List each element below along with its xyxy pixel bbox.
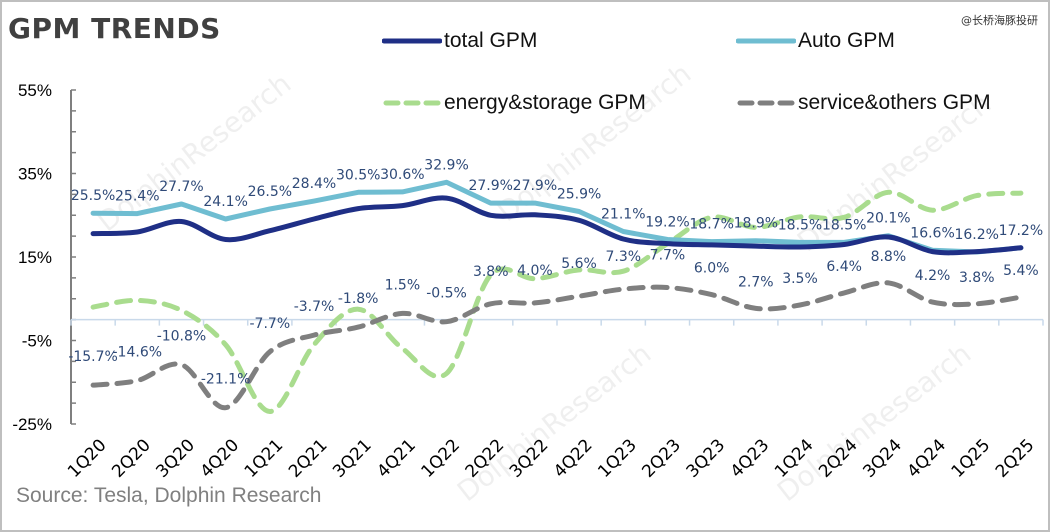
data-label-auto-gpm: 18.9% bbox=[734, 216, 778, 232]
x-tick-label: 2Q23 bbox=[638, 435, 685, 482]
x-tick-label: 2Q21 bbox=[285, 435, 332, 482]
data-label-auto-gpm: 30.6% bbox=[380, 167, 424, 183]
data-label-service-others-gpm: -0.5% bbox=[426, 286, 467, 302]
data-label-auto-gpm: 25.4% bbox=[115, 189, 159, 205]
legend-label: service&others GPM bbox=[798, 91, 991, 114]
data-label-service-others-gpm: 3.8% bbox=[473, 264, 509, 280]
watermark-text: DolphinResearch bbox=[771, 337, 977, 508]
data-label-auto-gpm: 16.2% bbox=[954, 227, 998, 243]
legend-item-energy-storage-gpm: energy&storage GPM bbox=[382, 91, 646, 115]
credit-text: @长桥海豚投研 bbox=[961, 14, 1038, 27]
data-label-service-others-gpm: -14.6% bbox=[113, 345, 163, 361]
y-tick-label: 55% bbox=[18, 81, 52, 100]
data-label-auto-gpm: 19.2% bbox=[645, 214, 689, 230]
data-label-auto-gpm: 16.6% bbox=[910, 225, 954, 241]
x-tick-label: 3Q20 bbox=[152, 435, 199, 482]
data-label-auto-gpm: 27.7% bbox=[159, 179, 203, 195]
data-label-auto-gpm: 18.5% bbox=[778, 217, 822, 233]
legend-item-service-others-gpm: service&others GPM bbox=[736, 91, 991, 115]
data-label-service-others-gpm: -10.8% bbox=[157, 329, 207, 345]
data-label-auto-gpm: 30.5% bbox=[336, 167, 380, 183]
data-label-service-others-gpm: 5.6% bbox=[561, 256, 597, 272]
data-label-service-others-gpm: 3.5% bbox=[782, 271, 818, 287]
x-tick-label: 1Q21 bbox=[241, 435, 288, 482]
legend-item-total-gpm: total GPM bbox=[382, 29, 537, 53]
data-label-auto-gpm: 17.2% bbox=[999, 223, 1043, 239]
data-label-service-others-gpm: -7.7% bbox=[250, 316, 291, 332]
x-tick-label: 1Q23 bbox=[594, 435, 641, 482]
legend-item-auto-gpm: Auto GPM bbox=[736, 29, 895, 53]
data-label-auto-gpm: 21.1% bbox=[601, 207, 645, 223]
chart-title: GPM TRENDS bbox=[8, 12, 221, 45]
x-tick-label: 1Q22 bbox=[418, 435, 465, 482]
y-tick-label: 15% bbox=[18, 248, 52, 267]
x-tick-label: 4Q22 bbox=[550, 435, 597, 482]
watermark-text: DolphinResearch bbox=[451, 337, 657, 508]
data-label-auto-gpm: 27.9% bbox=[468, 178, 512, 194]
data-label-auto-gpm: 25.5% bbox=[71, 188, 115, 204]
x-tick-label: 3Q23 bbox=[683, 435, 730, 482]
x-tick-label: 2Q25 bbox=[992, 435, 1039, 482]
x-tick-label: 1Q25 bbox=[948, 435, 995, 482]
legend-swatch-solid-lightblue-icon bbox=[736, 38, 796, 44]
legend-label: energy&storage GPM bbox=[444, 91, 646, 114]
y-tick-label: -25% bbox=[12, 415, 52, 434]
legend-label: total GPM bbox=[444, 29, 538, 52]
data-label-service-others-gpm: 7.7% bbox=[650, 247, 686, 263]
legend-swatch-dashed-green-icon bbox=[383, 100, 442, 106]
data-label-service-others-gpm: 8.8% bbox=[871, 249, 907, 265]
x-tick-label: 4Q21 bbox=[373, 435, 420, 482]
x-tick-label: 4Q24 bbox=[904, 435, 951, 482]
data-label-service-others-gpm: 5.4% bbox=[1003, 263, 1039, 279]
data-label-service-others-gpm: -21.1% bbox=[201, 372, 251, 388]
x-tick-label: 2Q20 bbox=[108, 435, 155, 482]
data-label-service-others-gpm: 2.7% bbox=[738, 274, 774, 290]
data-label-auto-gpm: 20.1% bbox=[866, 211, 910, 227]
y-tick-label: 35% bbox=[18, 165, 52, 184]
legend-label: Auto GPM bbox=[798, 29, 895, 52]
data-label-auto-gpm: 32.9% bbox=[424, 157, 468, 173]
data-label-service-others-gpm: 6.0% bbox=[694, 261, 730, 277]
data-label-auto-gpm: 27.9% bbox=[513, 178, 557, 194]
data-label-service-others-gpm: 4.0% bbox=[517, 263, 553, 279]
y-tick-label: -5% bbox=[22, 332, 52, 351]
data-label-service-others-gpm: 4.2% bbox=[915, 268, 951, 284]
data-label-service-others-gpm: 6.4% bbox=[826, 259, 862, 275]
source-note: Source: Tesla, Dolphin Research bbox=[16, 484, 322, 507]
series-line-total-gpm bbox=[90, 195, 1024, 256]
data-label-auto-gpm: 24.1% bbox=[203, 194, 247, 210]
data-label-service-others-gpm: 1.5% bbox=[385, 277, 421, 293]
data-label-auto-gpm: 26.5% bbox=[248, 184, 292, 200]
data-label-service-others-gpm: -3.7% bbox=[294, 299, 335, 315]
series-line-service-others-gpm bbox=[90, 280, 1024, 411]
legend-swatch-solid-navy-icon bbox=[382, 38, 442, 44]
x-tick-label: 4Q23 bbox=[727, 435, 774, 482]
x-tick-label: 3Q21 bbox=[329, 435, 376, 482]
legend-swatch-dashed-gray-icon bbox=[737, 100, 796, 106]
data-label-service-others-gpm: 7.3% bbox=[605, 249, 641, 265]
data-label-auto-gpm: 25.9% bbox=[557, 186, 601, 202]
data-label-service-others-gpm: -1.8% bbox=[338, 291, 379, 307]
data-label-service-others-gpm: -15.7% bbox=[68, 349, 118, 365]
data-label-service-others-gpm: 3.8% bbox=[959, 270, 995, 286]
data-label-auto-gpm: 18.5% bbox=[822, 217, 866, 233]
data-label-auto-gpm: 18.7% bbox=[689, 217, 733, 233]
data-label-auto-gpm: 28.4% bbox=[292, 176, 336, 192]
x-tick-label: 4Q20 bbox=[197, 435, 244, 482]
x-tick-label: 1Q20 bbox=[64, 435, 111, 482]
